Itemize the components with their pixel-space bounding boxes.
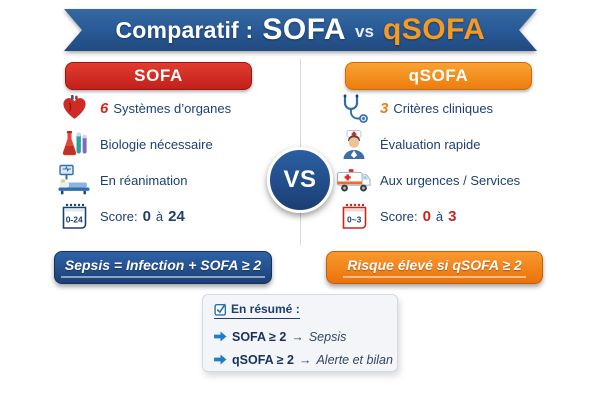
title-ribbon: Comparatif : SOFA vs qSOFA — [64, 9, 537, 51]
hospital-bed-icon — [56, 164, 92, 196]
criteria-label: Critères cliniques — [393, 100, 494, 116]
score-mid: à — [435, 208, 444, 224]
nurse-icon — [336, 129, 372, 159]
vs-badge-label: VS — [283, 166, 317, 193]
sofa-conclusion-text: Sepsis = Infection + SOFA ≥ 2 — [60, 257, 266, 278]
sofa-column: 6 Systèmes d’organes Biologie nécessaire — [56, 90, 296, 234]
sofa-row-organs: 6 Systèmes d’organes — [56, 90, 296, 126]
setting-label: Aux urgences / Services — [380, 172, 521, 188]
heart-icon — [56, 94, 92, 122]
qsofa-row-criteria: 3 Critères cliniques — [336, 90, 576, 126]
qsofa-row-score: 0~3 Score: 0 à 3 — [336, 198, 576, 234]
summary-arrow: → — [298, 352, 312, 367]
arrow-bullet-icon — [214, 354, 227, 365]
qsofa-header-badge: qSOFA — [345, 62, 532, 90]
title-sofa: SOFA — [262, 13, 347, 46]
summary-condition: SOFA ≥ 2 — [232, 329, 287, 344]
score-max: 3 — [448, 207, 457, 225]
score-max: 24 — [168, 207, 185, 225]
criteria-count: 3 — [380, 99, 389, 117]
summary-box: En résumé : SOFA ≥ 2 → Sepsis qSOFA ≥ 2 … — [202, 294, 398, 372]
calendar-icon: 0-24 — [56, 202, 92, 231]
organ-count: 6 — [100, 99, 109, 117]
summary-heading: En résumé : — [214, 302, 300, 319]
score-min: 0 — [422, 207, 431, 225]
ambulance-icon — [336, 166, 372, 195]
organ-label: Systèmes d’organes — [113, 100, 232, 116]
summary-item-sofa: SOFA ≥ 2 → Sepsis — [214, 330, 386, 344]
summary-item-qsofa: qSOFA ≥ 2 → Alerte et bilan — [214, 352, 393, 367]
title-banner: Comparatif : SOFA vs qSOFA — [64, 9, 537, 51]
sofa-row-score: 0-24 Score: 0 à 24 — [56, 198, 296, 234]
sofa-row-biology: Biologie nécessaire — [56, 126, 296, 162]
summary-result: Sepsis — [308, 329, 347, 344]
stethoscope-icon — [336, 93, 372, 123]
score-prefix: Score: — [380, 208, 418, 224]
qsofa-row-setting: Aux urgences / Services — [336, 162, 576, 198]
evaluation-label: Évaluation rapide — [380, 136, 481, 152]
summary-arrow: → — [291, 329, 304, 344]
biology-label: Biologie nécessaire — [100, 136, 213, 152]
checkbox-icon — [214, 303, 227, 316]
score-prefix: Score: — [100, 208, 138, 224]
lab-tubes-icon — [56, 129, 92, 159]
qsofa-row-evaluation: Évaluation rapide — [336, 126, 576, 162]
title-vs: vs — [355, 22, 374, 41]
icu-label: En réanimation — [100, 172, 188, 188]
arrow-bullet-icon — [214, 331, 227, 342]
qsofa-column: 3 Critères cliniques Évaluation rapide — [336, 90, 576, 234]
calendar-icon: 0~3 — [336, 202, 372, 231]
sofa-row-icu: En réanimation — [56, 162, 296, 198]
sofa-header-badge: SOFA — [65, 62, 252, 90]
qsofa-conclusion-banner: Risque élevé si qSOFA ≥ 2 — [326, 251, 543, 284]
summary-result: Alerte et bilan — [316, 352, 393, 367]
sofa-conclusion-banner: Sepsis = Infection + SOFA ≥ 2 — [54, 251, 272, 284]
qsofa-conclusion-text: Risque élevé si qSOFA ≥ 2 — [343, 257, 526, 278]
summary-heading-text: En résumé : — [231, 302, 300, 316]
summary-condition: qSOFA ≥ 2 — [232, 352, 294, 367]
vs-badge: VS — [267, 147, 333, 213]
title-prefix: Comparatif : — [115, 16, 254, 43]
score-min: 0 — [142, 207, 151, 225]
title-qsofa: qSOFA — [382, 13, 486, 46]
calendar-score-range: 0~3 — [346, 214, 361, 224]
score-mid: à — [155, 208, 164, 224]
calendar-score-range: 0-24 — [65, 214, 82, 224]
